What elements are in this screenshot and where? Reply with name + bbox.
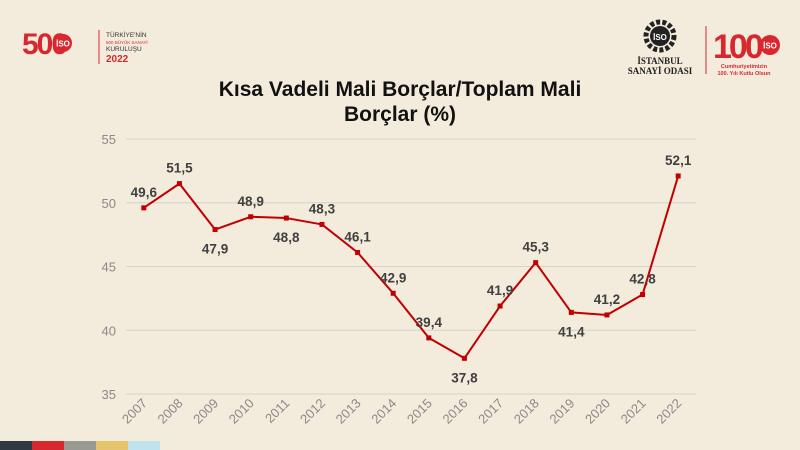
iso-name-line1: İSTANBUL: [637, 56, 682, 66]
turkiye-500-logo: 500 İSO TÜRKİYE'NİN 500 BÜYÜK SANAYİ KUR…: [22, 28, 148, 65]
data-label: 41,4: [558, 324, 585, 339]
data-label: 52,1: [665, 153, 692, 168]
x-tick-label: 2008: [155, 396, 186, 427]
x-tick-label: 2013: [333, 396, 364, 427]
data-point: [176, 181, 182, 187]
istanbul-sanayi-odasi-logo: İSO İSTANBUL SANAYİ ODASI: [628, 19, 693, 76]
data-label: 51,5: [166, 161, 193, 176]
logo-line1: TÜRKİYE'NİN: [106, 30, 147, 39]
y-axis: 35 40 45 50 55: [102, 132, 116, 402]
data-label: 48,9: [238, 194, 264, 209]
x-tick-label: 2014: [368, 396, 399, 427]
logo-500-badge: İSO: [54, 34, 72, 52]
logo-line3: KURULUŞU: [106, 46, 142, 53]
svg-text:İSO: İSO: [653, 33, 667, 42]
footer-stripe: [0, 441, 160, 450]
chart-title-line2: Borçlar (%): [344, 103, 456, 126]
svg-text:İSO: İSO: [56, 40, 70, 49]
x-tick-label: 2018: [511, 396, 542, 427]
data-point: [212, 227, 218, 233]
data-point: [390, 290, 396, 296]
x-tick-label: 2016: [440, 396, 471, 427]
data-point: [426, 335, 432, 341]
x-tick-label: 2010: [226, 396, 257, 427]
data-label: 46,1: [344, 229, 371, 244]
iso-name-line2: SANAYİ ODASI: [628, 66, 693, 76]
chart-title-line1: Kısa Vadeli Mali Borçlar/Toplam Mali: [219, 78, 582, 101]
x-tick-label: 2021: [618, 396, 649, 427]
x-axis: 2007 2008 2009 2010 2011 2012 2013 2014 2015 2016…: [119, 396, 684, 427]
x-tick-label: 2017: [475, 396, 506, 427]
y-tick-label: 55: [102, 132, 116, 147]
x-tick-label: 2020: [582, 396, 613, 427]
footer-stripe-segment: [96, 441, 128, 450]
data-point: [497, 303, 503, 309]
footer-stripe-segment: [128, 441, 160, 450]
data-label: 41,2: [594, 292, 620, 307]
x-tick-label: 2019: [546, 396, 577, 427]
data-point: [319, 221, 325, 227]
y-tick-label: 35: [102, 387, 116, 402]
data-point: [141, 205, 147, 211]
series: [141, 173, 681, 361]
centennial-number: 100: [713, 28, 763, 66]
centennial-tagline2: 100. Yılı Kutlu Olsun: [717, 71, 771, 77]
data-point: [568, 309, 574, 315]
data-label: 42,8: [629, 272, 656, 287]
y-tick-label: 50: [102, 196, 116, 211]
logo-line2: 500 BÜYÜK SANAYİ: [106, 39, 148, 45]
y-tick-label: 40: [102, 323, 116, 338]
y-tick-label: 45: [102, 260, 116, 275]
data-labels: 49,6 51,5 47,9 48,9 48,8 48,3 46,1 42,9 39,4 37,8…: [131, 153, 692, 385]
footer-stripe-segment: [32, 441, 64, 450]
data-point: [675, 173, 681, 179]
data-label: 49,6: [131, 185, 158, 200]
data-label: 45,3: [523, 240, 550, 255]
data-point: [604, 312, 610, 318]
centennial-tagline1: Cumhuriyetimizin: [721, 64, 768, 70]
data-label: 39,4: [416, 315, 443, 330]
data-label: 41,9: [487, 283, 513, 298]
data-point: [533, 260, 539, 266]
centennial-logo: 100 İSO Cumhuriyetimizin 100. Yılı Kutlu…: [713, 28, 780, 77]
data-label: 37,8: [451, 370, 478, 385]
data-point: [355, 249, 361, 255]
x-tick-label: 2011: [262, 396, 292, 426]
data-point: [283, 215, 289, 221]
svg-text:İSO: İSO: [763, 42, 777, 51]
x-tick-label: 2009: [190, 396, 221, 427]
series-line: [143, 175, 680, 360]
x-tick-label: 2007: [119, 396, 150, 427]
data-point: [248, 214, 254, 220]
footer-stripe-segment: [64, 441, 96, 450]
x-tick-label: 2012: [297, 396, 328, 427]
data-point: [640, 292, 646, 298]
gridlines: [126, 138, 696, 395]
data-label: 47,9: [202, 242, 228, 257]
x-tick-label: 2022: [653, 396, 684, 427]
data-point: [461, 355, 467, 361]
gear-icon: İSO: [643, 19, 677, 53]
data-label: 48,3: [309, 201, 336, 216]
data-label: 48,8: [273, 230, 300, 245]
centennial-badge: İSO: [760, 35, 780, 55]
logo-year: 2022: [106, 54, 129, 65]
footer-stripe-segment: [0, 441, 32, 450]
data-label: 42,9: [380, 270, 406, 285]
x-tick-label: 2015: [404, 396, 435, 427]
